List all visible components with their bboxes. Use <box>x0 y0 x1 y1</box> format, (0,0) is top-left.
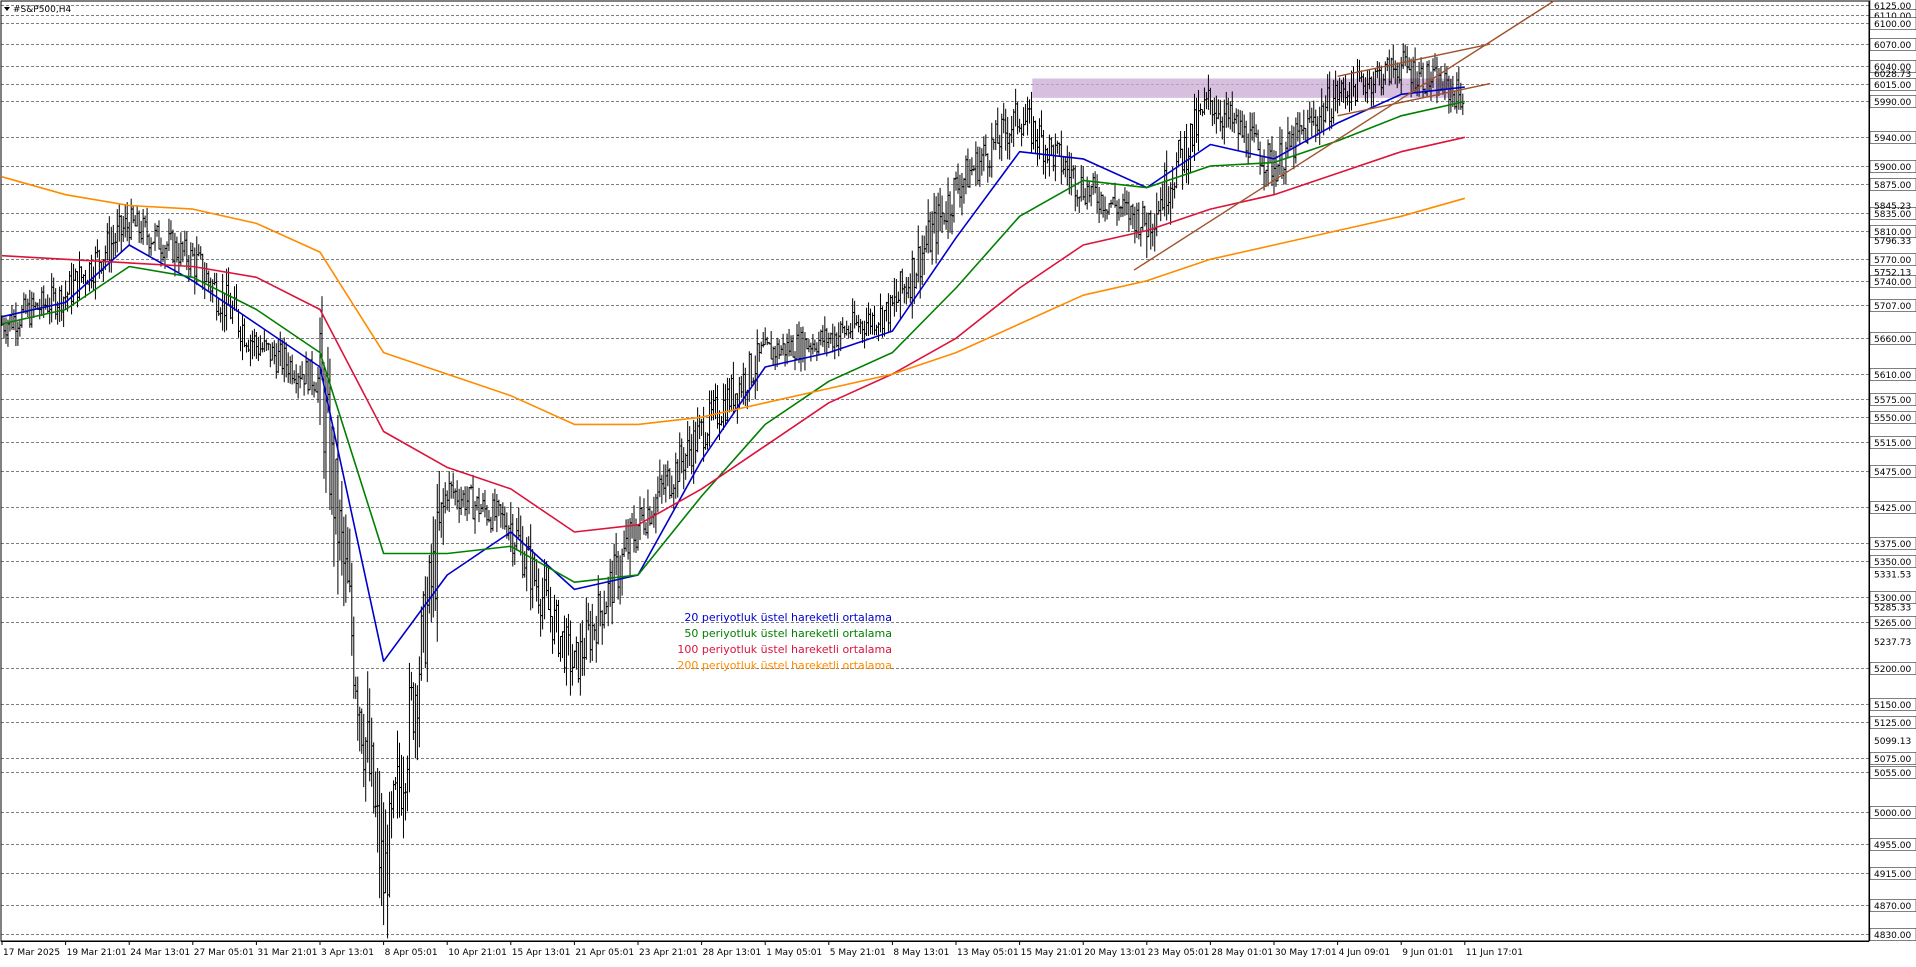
price-tick-label: 5331.53 <box>1874 570 1911 580</box>
time-tick-label: 1 May 05:01 <box>766 948 822 958</box>
price-tick-label: 5796.33 <box>1874 237 1911 247</box>
level-label: 5150.00 <box>1874 701 1911 711</box>
time-tick-label: 5 May 21:01 <box>830 948 886 958</box>
time-tick-label: 3 Apr 13:01 <box>321 948 374 958</box>
level-label: 5610.00 <box>1874 371 1911 381</box>
level-label: 5740.00 <box>1874 278 1911 288</box>
level-label: 5707.00 <box>1874 302 1911 312</box>
level-label: 5265.00 <box>1874 619 1911 629</box>
time-tick-label: 4 Jun 09:01 <box>1339 948 1390 958</box>
level-label: 5125.00 <box>1874 719 1911 729</box>
time-tick-label: 8 Apr 05:01 <box>385 948 438 958</box>
legend-entry: 200 periyotluk üstel hareketli ortalama <box>677 659 892 672</box>
price-tick-label: 6028.73 <box>1874 70 1911 80</box>
time-tick-label: 31 Mar 21:01 <box>257 948 317 958</box>
time-tick-label: 11 Jun 17:01 <box>1466 948 1523 958</box>
level-label: 4955.00 <box>1874 841 1911 851</box>
time-tick-label: 9 Jun 01:01 <box>1402 948 1453 958</box>
price-tick-label: 5099.13 <box>1874 737 1911 747</box>
price-tick-label: 5752.13 <box>1874 269 1911 279</box>
symbol-label: #S&P500,H4 <box>13 5 72 15</box>
level-label: 5375.00 <box>1874 540 1911 550</box>
level-label: 5300.00 <box>1874 594 1911 604</box>
level-label: 4915.00 <box>1874 870 1911 880</box>
price-tick-label: 5285.33 <box>1874 604 1911 614</box>
legend-entry: 20 periyotluk üstel hareketli ortalama <box>684 611 892 624</box>
level-label: 5475.00 <box>1874 468 1911 478</box>
time-tick-label: 13 May 05:01 <box>957 948 1019 958</box>
level-label: 4870.00 <box>1874 902 1911 912</box>
level-label: 6070.00 <box>1874 41 1911 51</box>
level-label: 5550.00 <box>1874 414 1911 424</box>
time-tick-label: 15 Apr 13:01 <box>512 948 571 958</box>
time-tick-label: 27 Mar 05:01 <box>194 948 254 958</box>
level-label: 5660.00 <box>1874 335 1911 345</box>
level-label: 5875.00 <box>1874 181 1911 191</box>
time-tick-label: 10 Apr 21:01 <box>448 948 507 958</box>
level-label: 5200.00 <box>1874 665 1911 675</box>
price-tick-label: 5237.73 <box>1874 638 1911 648</box>
time-tick-label: 30 May 17:01 <box>1275 948 1337 958</box>
time-tick-label: 17 Mar 2025 <box>3 948 60 958</box>
level-label: 4830.00 <box>1874 931 1911 941</box>
level-label: 5900.00 <box>1874 163 1911 173</box>
level-label: 5425.00 <box>1874 504 1911 514</box>
symbol-header: #S&P500,H4 <box>4 5 72 15</box>
price-tick-label: 5845.23 <box>1874 202 1911 212</box>
level-label: 5000.00 <box>1874 809 1911 819</box>
level-label: 5350.00 <box>1874 558 1911 568</box>
level-label: 5770.00 <box>1874 256 1911 266</box>
level-label: 6100.00 <box>1874 20 1911 30</box>
legend-entry: 50 periyotluk üstel hareketli ortalama <box>684 627 892 640</box>
time-tick-label: 28 Apr 13:01 <box>703 948 762 958</box>
time-tick-label: 23 May 05:01 <box>1148 948 1210 958</box>
level-label: 5055.00 <box>1874 769 1911 779</box>
level-label: 5075.00 <box>1874 755 1911 765</box>
legend-entry: 100 periyotluk üstel hareketli ortalama <box>677 643 892 656</box>
time-tick-label: 28 May 01:01 <box>1211 948 1273 958</box>
level-label: 5515.00 <box>1874 439 1911 449</box>
level-label: 5575.00 <box>1874 396 1911 406</box>
level-label: 5940.00 <box>1874 134 1911 144</box>
time-tick-label: 21 Apr 05:01 <box>575 948 634 958</box>
time-tick-label: 8 May 13:01 <box>893 948 949 958</box>
time-tick-label: 15 May 21:01 <box>1021 948 1083 958</box>
time-tick-label: 24 Mar 13:01 <box>130 948 190 958</box>
time-tick-label: 20 May 13:01 <box>1084 948 1146 958</box>
time-tick-label: 23 Apr 21:01 <box>639 948 698 958</box>
level-label: 5990.00 <box>1874 98 1911 108</box>
level-label: 6015.00 <box>1874 81 1911 91</box>
time-tick-label: 19 Mar 21:01 <box>67 948 127 958</box>
